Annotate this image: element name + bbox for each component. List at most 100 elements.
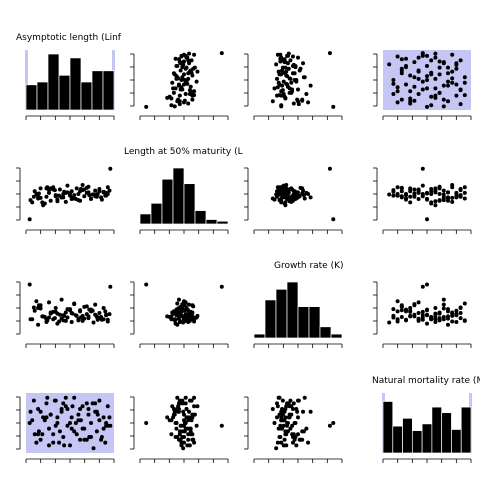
point-2-3-41 [399, 304, 404, 309]
point-0-3-68 [450, 76, 455, 81]
point-2-0-41 [84, 304, 89, 309]
point-1-3-70 [404, 193, 408, 198]
point-2-0-15 [65, 315, 70, 320]
point-0-1-75 [174, 76, 179, 81]
point-0-2-54 [283, 96, 288, 101]
point-0-1-69 [189, 70, 194, 75]
point-0-3-11 [412, 84, 417, 89]
point-2-3-39 [425, 308, 429, 313]
point-1-2-81 [282, 192, 287, 197]
point-3-2-79 [285, 401, 290, 406]
point-2-3-61 [399, 314, 404, 319]
point-3-1-83 [219, 423, 224, 428]
point-1-3-83 [420, 166, 425, 171]
point-1-3-72 [425, 190, 429, 195]
point-2-3-10 [425, 321, 429, 326]
point-3-2-55 [289, 412, 294, 417]
point-1-3-60 [454, 192, 459, 197]
point-1-3-65 [462, 185, 467, 190]
point-1-0-61 [99, 195, 104, 200]
point-3-2-56 [275, 440, 280, 445]
point-2-3-77 [395, 309, 400, 314]
point-1-3-64 [412, 191, 417, 196]
point-3-1-82 [144, 421, 149, 425]
point-0-2-56 [275, 85, 280, 90]
point-0-3-34 [450, 52, 455, 57]
point-2-3-68 [450, 311, 455, 316]
hist-bar-0-4 [69, 57, 82, 111]
point-3-2-73 [296, 432, 300, 437]
point-2-1-82 [144, 282, 149, 287]
hist-bar-1-3 [172, 167, 185, 225]
point-2-1-10 [173, 321, 178, 326]
point-3-0-3 [38, 437, 43, 442]
point-0-1-46 [171, 86, 176, 91]
point-3-1-4 [165, 415, 170, 420]
point-3-0-66 [53, 423, 58, 428]
point-0-1-5 [177, 93, 182, 98]
point-3-0-82 [27, 421, 32, 425]
point-1-0-80 [78, 189, 83, 194]
point-3-2-8 [279, 440, 284, 445]
point-3-0-69 [78, 418, 83, 423]
point-0-1-11 [188, 84, 193, 89]
point-2-0-1 [32, 308, 37, 313]
point-0-3-57 [446, 79, 450, 84]
point-1-0-54 [40, 200, 45, 205]
hist-bar-0-1 [36, 81, 49, 111]
point-3-1-72 [183, 421, 188, 425]
point-0-2-66 [290, 87, 295, 92]
point-1-0-60 [90, 192, 95, 197]
point-1-0-66 [53, 194, 58, 199]
point-1-2-49 [284, 183, 289, 188]
point-0-1-64 [182, 98, 187, 103]
point-3-0-61 [99, 437, 104, 442]
point-3-1-41 [191, 437, 196, 442]
point-3-2-29 [283, 429, 288, 434]
point-3-0-53 [31, 398, 36, 403]
point-3-0-63 [28, 409, 33, 414]
point-2-3-6 [416, 300, 421, 305]
point-2-0-70 [87, 307, 92, 312]
point-0-1-30 [189, 58, 194, 63]
point-0-3-29 [412, 60, 417, 65]
point-0-3-47 [462, 80, 467, 85]
point-2-3-60 [454, 308, 459, 313]
point-1-0-5 [44, 194, 49, 199]
point-2-3-28 [441, 302, 446, 307]
point-2-3-29 [412, 314, 417, 319]
point-2-3-65 [462, 318, 467, 323]
point-2-3-31 [404, 317, 408, 322]
point-3-0-21 [78, 407, 83, 411]
point-3-0-39 [68, 421, 72, 425]
point-3-0-35 [34, 440, 39, 445]
point-3-2-6 [304, 426, 309, 431]
point-1-0-82 [27, 217, 32, 222]
point-0-3-78 [433, 93, 438, 98]
point-3-0-56 [57, 440, 62, 445]
point-3-2-16 [294, 443, 299, 448]
point-3-0-81 [94, 409, 99, 414]
point-0-2-47 [276, 80, 281, 85]
point-0-1-54 [169, 96, 174, 101]
point-1-3-11 [412, 187, 417, 192]
point-1-3-47 [462, 190, 467, 195]
point-3-1-81 [181, 409, 186, 414]
point-2-0-57 [65, 307, 70, 312]
point-3-0-6 [47, 426, 51, 431]
point-3-0-43 [101, 426, 106, 431]
point-1-0-56 [57, 193, 62, 198]
point-2-3-76 [446, 314, 450, 319]
point-0-3-30 [458, 58, 463, 63]
point-0-1-14 [170, 80, 175, 85]
point-1-2-82 [331, 217, 336, 222]
point-3-0-83 [108, 423, 113, 428]
point-0-1-73 [177, 99, 182, 104]
point-0-1-62 [187, 51, 192, 56]
point-3-2-65 [277, 395, 282, 400]
point-3-1-28 [187, 409, 192, 414]
hist-bar-0-2 [47, 53, 60, 111]
point-1-2-63 [279, 198, 284, 203]
point-3-0-29 [94, 429, 99, 434]
point-0-2-80 [292, 71, 297, 76]
